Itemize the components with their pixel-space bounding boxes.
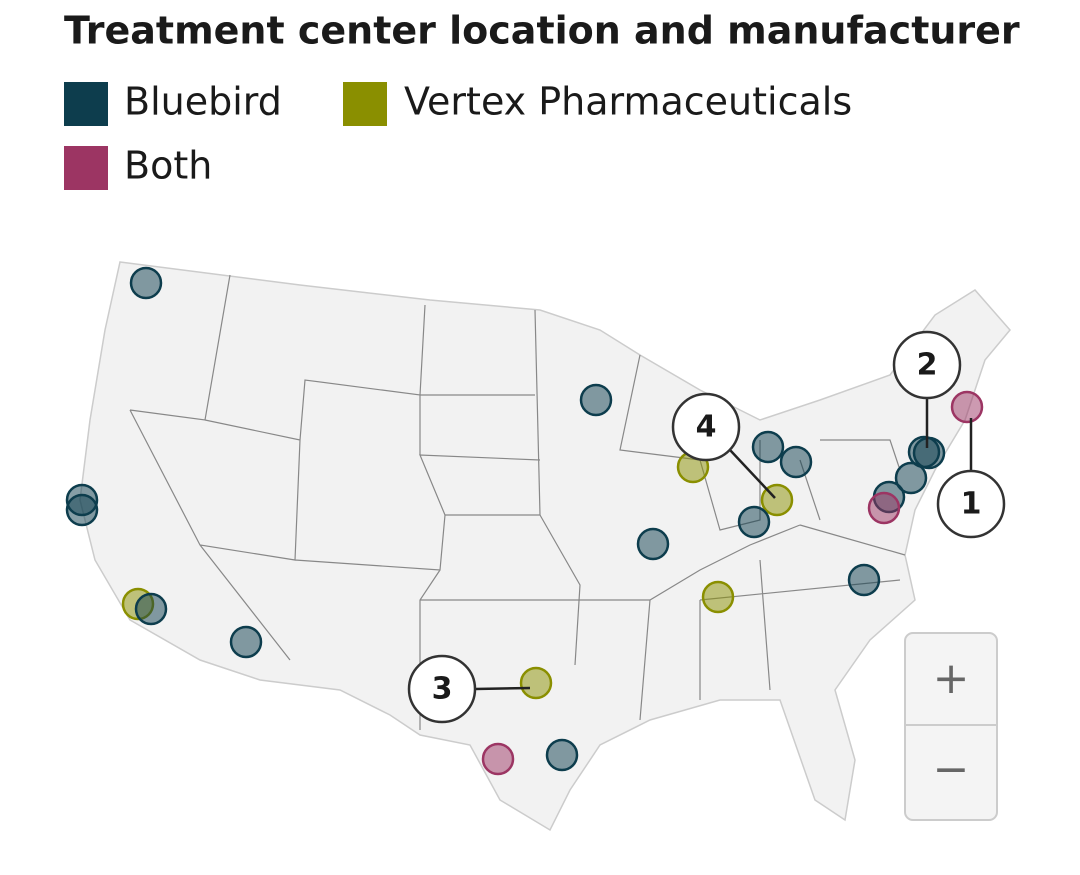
center-marker[interactable] [129, 266, 163, 300]
callout[interactable] [936, 469, 1006, 539]
zoom-in[interactable]: + [933, 653, 970, 704]
markers [65, 266, 984, 776]
callout-label: 2 [917, 348, 938, 383]
land [79, 261, 1011, 832]
legend-label: Both [124, 144, 212, 188]
callout-line [474, 686, 531, 691]
callout-label: 4 [696, 410, 717, 445]
us-map [79, 261, 1011, 832]
center-marker[interactable] [65, 493, 99, 527]
center-marker[interactable] [779, 445, 813, 479]
center-marker[interactable] [751, 430, 785, 464]
center-marker[interactable] [545, 738, 579, 772]
center-marker[interactable] [912, 436, 946, 470]
legend-swatch [64, 82, 108, 126]
center-marker[interactable] [847, 563, 881, 597]
zoom-control: + − [904, 632, 998, 821]
callout-label: 3 [432, 672, 453, 707]
legend-swatch [64, 146, 108, 190]
center-marker[interactable] [894, 461, 928, 495]
callouts: 1 2 3 4 [407, 330, 1006, 724]
callout-label: 1 [961, 487, 982, 522]
center-marker[interactable] [950, 390, 984, 424]
callout[interactable] [671, 392, 741, 462]
legend-label: Bluebird [124, 80, 282, 124]
center-marker[interactable] [636, 527, 670, 561]
legend-swatch [343, 82, 387, 126]
center-marker[interactable] [867, 491, 901, 525]
center-marker[interactable] [134, 592, 168, 626]
center-marker[interactable] [229, 625, 263, 659]
callout[interactable] [892, 330, 962, 400]
legend-label: Vertex Pharmaceuticals [404, 80, 852, 124]
zoom-box [904, 632, 998, 821]
center-marker[interactable] [701, 580, 735, 614]
center-marker[interactable] [579, 383, 613, 417]
center-marker[interactable] [737, 505, 771, 539]
center-marker[interactable] [519, 666, 553, 700]
zoom-out[interactable]: − [933, 744, 970, 795]
callout[interactable] [407, 654, 477, 724]
center-marker[interactable] [481, 742, 515, 776]
title: Treatment center location and manufactur… [64, 9, 1020, 53]
callout-line [729, 449, 776, 499]
